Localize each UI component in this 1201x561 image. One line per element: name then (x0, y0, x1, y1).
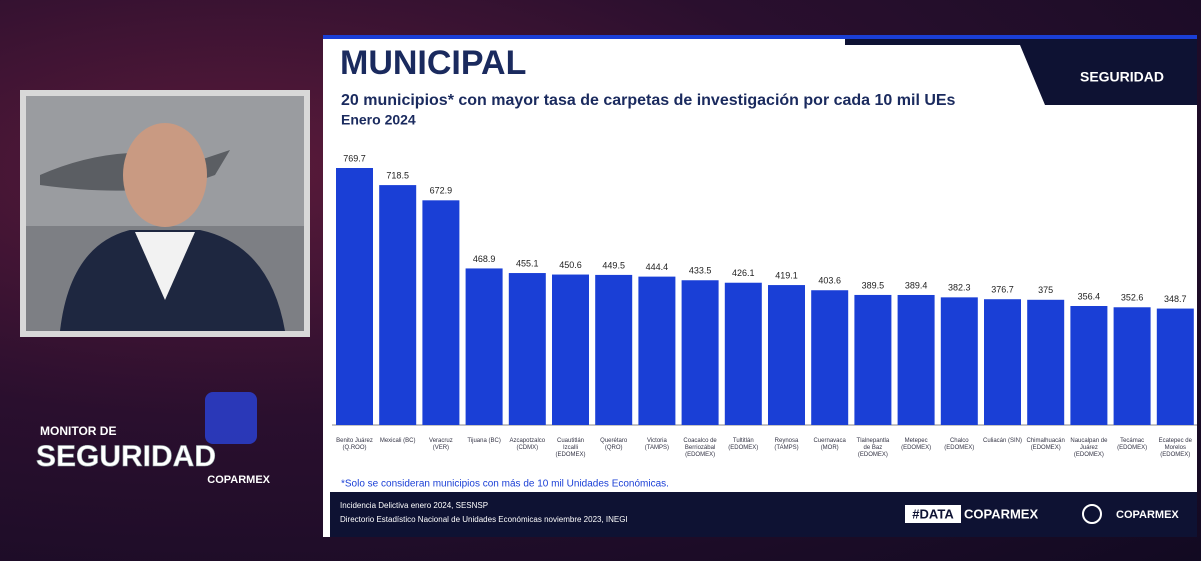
x-tick-label: Ecatepec de Morelos (EDOMEX) (1158, 438, 1192, 458)
data-tag: #DATA (912, 506, 954, 521)
slide-logo: SEGURIDAD (1080, 69, 1164, 85)
x-tick-label: Naucalpan de Juárez (EDOMEX) (1070, 438, 1108, 458)
bar (1070, 305, 1108, 425)
value-label: 444.4 (646, 262, 669, 272)
source-line: Directorio Estadístico Nacional de Unida… (340, 515, 628, 524)
x-tick-label: Querétaro (QRO) (600, 438, 628, 451)
bars: 769.7 718.5 672.9 468.9 455.1 450.6 449.5 444.4… (336, 153, 1194, 425)
value-label: 468.9 (473, 254, 496, 264)
siren-icon (205, 392, 257, 444)
slide-badge-bg (845, 39, 1197, 105)
bar (940, 297, 978, 425)
x-tick-label: Chalco (EDOMEX) (944, 438, 975, 451)
value-label: 352.6 (1121, 293, 1144, 303)
monitor-brand: COPARMEX (207, 474, 270, 486)
person-head (123, 123, 207, 227)
data-brand: COPARMEX (964, 506, 1038, 521)
data-tag-bg (905, 505, 961, 523)
bar (508, 273, 546, 425)
footer-bar (330, 492, 1197, 537)
value-label: 356.4 (1078, 291, 1101, 301)
bar (422, 200, 460, 425)
bar (595, 274, 633, 425)
value-label: 375 (1038, 285, 1053, 295)
value-label: 450.6 (559, 260, 582, 270)
value-label: 382.3 (948, 283, 971, 293)
shirt (135, 232, 195, 300)
coparmex-icon (1082, 504, 1102, 524)
bar (552, 274, 589, 425)
chart-subtitle: 20 municipios* con mayor tasa de carpeta… (341, 92, 956, 109)
chart-title: MUNICIPAL (340, 44, 526, 82)
bar (854, 294, 892, 425)
value-label: 449.5 (602, 260, 625, 270)
monitor-label: MONITOR DE (40, 424, 116, 438)
monitor-title: SEGURIDAD (36, 440, 216, 473)
bar (1156, 308, 1194, 425)
chart-period: Enero 2024 (341, 112, 416, 128)
x-tick-label: Benito Juárez (Q.ROO) (336, 438, 373, 451)
x-tick-label: Azcapotzalco (CDMX) (509, 438, 546, 451)
value-label: 718.5 (386, 170, 409, 180)
bar (681, 280, 719, 425)
bar (724, 282, 762, 425)
value-label: 769.7 (343, 153, 366, 163)
slide-top-bar (323, 35, 1197, 39)
value-label: 348.7 (1164, 294, 1187, 304)
x-tick-label: Coacalco de Berriozábal (EDOMEX) (683, 438, 717, 458)
bar (1113, 307, 1151, 425)
x-tick-label: Tecámac (EDOMEX) (1117, 438, 1148, 451)
x-tick-label: Tultitlán (EDOMEX) (728, 438, 759, 451)
x-tick-label: Tlalnepantla de Baz (EDOMEX) (856, 438, 890, 458)
x-tick-label: Mexicali (BC) (379, 438, 416, 444)
bar (379, 185, 417, 425)
x-tick-label: Culiacán (SIN) (982, 438, 1022, 444)
value-label: 433.5 (689, 266, 712, 276)
bar (336, 168, 373, 425)
value-label: 389.5 (862, 280, 885, 290)
value-label: 426.1 (732, 268, 755, 278)
bar (638, 276, 676, 425)
bar (897, 294, 935, 425)
x-tick-label: Chimalhuacán (EDOMEX) (1026, 438, 1065, 451)
footer-brand: COPARMEX (1116, 509, 1179, 521)
bar (768, 285, 805, 425)
bar (465, 268, 503, 425)
value-label: 419.1 (775, 270, 798, 280)
x-tick-label: Cuautitlán Izcalli (EDOMEX) (555, 438, 586, 458)
x-tick-label: Reynosa (TAMPS) (774, 438, 799, 451)
value-label: 455.1 (516, 258, 539, 268)
bar (811, 290, 849, 425)
value-label: 376.7 (991, 285, 1014, 295)
value-label: 672.9 (430, 186, 453, 196)
x-tick-label: Veracruz (VER) (429, 438, 453, 451)
value-label: 389.4 (905, 280, 928, 290)
bar (1027, 299, 1065, 425)
chart-note: *Solo se consideran municipios con más d… (341, 479, 669, 490)
source-line: Incidencia Delictiva enero 2024, SESNSP (340, 501, 488, 510)
x-tick-label: Tijuana (BC) (467, 438, 501, 444)
x-tick-label: Cuernavaca (MOR) (813, 438, 846, 451)
x-tick-label: Metepec (EDOMEX) (901, 438, 932, 451)
bar (984, 299, 1021, 425)
value-label: 403.6 (818, 276, 841, 286)
x-tick-label: Victoria (TAMPS) (644, 438, 669, 451)
